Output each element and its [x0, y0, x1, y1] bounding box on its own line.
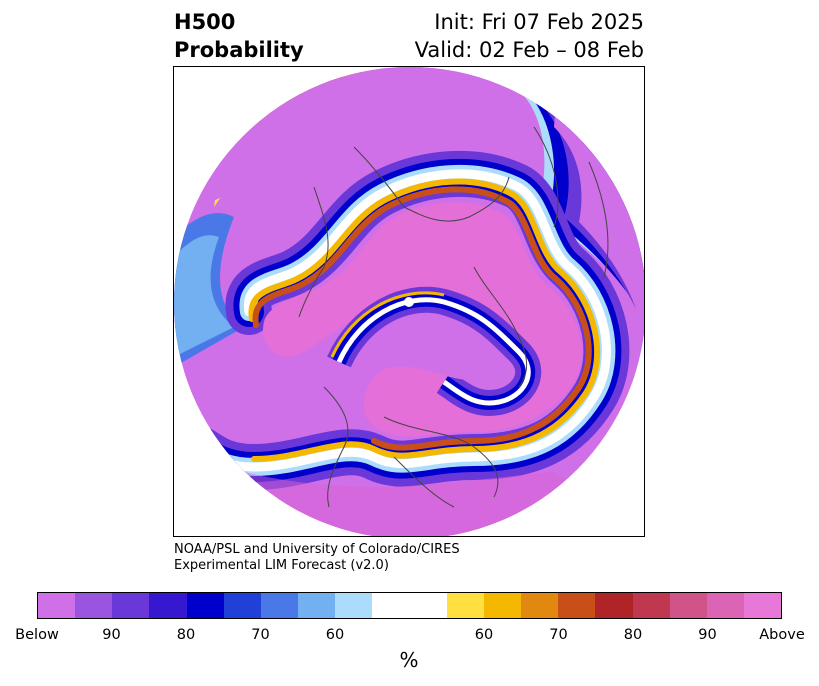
- credit-line1: NOAA/PSL and University of Colorado/CIRE…: [174, 542, 460, 557]
- init-date: Init: Fri 07 Feb 2025: [434, 10, 644, 34]
- colorbar-segment: [632, 593, 670, 618]
- colorbar-tick-label: 80: [176, 627, 196, 643]
- colorbar-segment: [446, 593, 484, 618]
- valid-range: Valid: 02 Feb – 08 Feb: [414, 38, 644, 62]
- polar-map: [173, 66, 645, 537]
- colorbar-segment: [595, 593, 633, 618]
- colorbar-tick-label: 70: [549, 627, 568, 643]
- coastlines: [298, 126, 609, 508]
- colorbar-segment: [706, 593, 744, 618]
- colorbar-segment: [558, 593, 596, 618]
- colorbar-segment: [223, 593, 261, 618]
- colorbar-segment: [75, 593, 113, 618]
- colorbar-unit: %: [399, 648, 419, 672]
- colorbar-tick-label: Below: [15, 627, 59, 643]
- colorbar-segment: [483, 593, 522, 618]
- colorbar-tick-label: 90: [698, 627, 717, 643]
- colorbar: [37, 592, 782, 619]
- cold-band-west-light: [174, 235, 234, 357]
- colorbar-segment: [521, 593, 559, 618]
- colorbar-tick-label: Above: [759, 627, 805, 643]
- colorbar-segment: [372, 593, 410, 618]
- above-field-core: [263, 202, 582, 437]
- map-disc: [174, 67, 644, 536]
- trough-loop: [327, 286, 542, 416]
- colorbar-segment: [149, 593, 187, 618]
- map-svg: [174, 67, 644, 536]
- colorbar-segment: [743, 593, 782, 618]
- colorbar-tick-label: 80: [623, 627, 643, 643]
- colorbar-tick-label: 70: [251, 627, 270, 643]
- north-pole-marker: [404, 297, 414, 307]
- title-quantity: Probability: [174, 38, 304, 62]
- credit-text: NOAA/PSL and University of Colorado/CIRE…: [174, 542, 460, 574]
- colorbar-segment: [335, 593, 373, 618]
- cold-field-north: [174, 67, 644, 217]
- colorbar-segment: [409, 593, 447, 618]
- colorbar-segment: [38, 593, 76, 618]
- colorbar-segment: [260, 593, 299, 618]
- colorbar-segment: [669, 593, 707, 618]
- credit-line2: Experimental LIM Forecast (v2.0): [174, 558, 389, 573]
- jet-ring: [174, 150, 630, 490]
- colorbar-segment: [112, 593, 150, 618]
- colorbar-segment: [186, 593, 224, 618]
- colorbar-segment: [298, 593, 336, 618]
- colorbar-tick-label: 60: [325, 627, 345, 643]
- title-variable: H500: [174, 10, 236, 34]
- colorbar-tick-label: 90: [102, 627, 121, 643]
- below-field-core: [375, 321, 497, 380]
- title-right: Init: Fri 07 Feb 2025 Valid: 02 Feb – 08…: [415, 8, 644, 64]
- title-left: H500 Probability: [174, 8, 304, 64]
- colorbar-tick-label: 60: [474, 627, 494, 643]
